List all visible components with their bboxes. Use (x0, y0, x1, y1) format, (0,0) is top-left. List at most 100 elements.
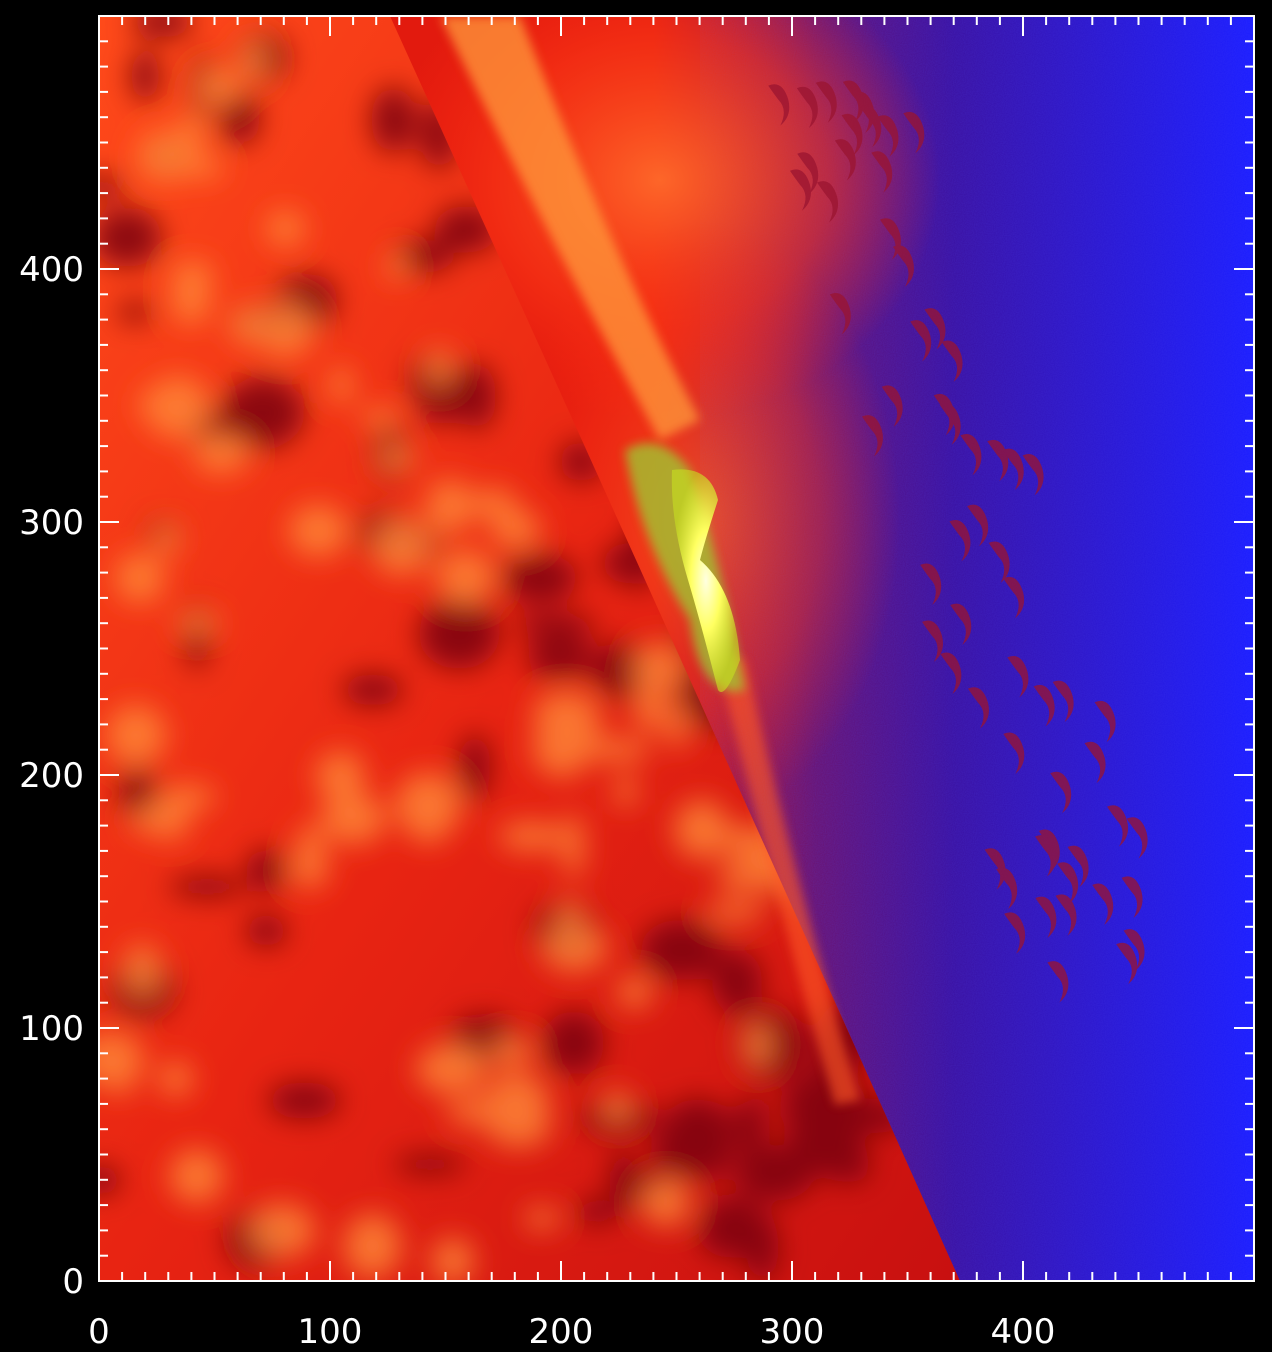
bright-mottle (171, 273, 211, 325)
coronal-loop (1002, 448, 1024, 491)
bright-mottle (157, 784, 217, 810)
bright-mottle (138, 385, 191, 426)
dark-mottle (394, 240, 454, 273)
dark-mottle (456, 363, 497, 430)
bright-mottle (288, 504, 349, 557)
coronal-loop (1035, 835, 1057, 877)
dark-mottle (168, 875, 247, 898)
bright-mottle (114, 552, 165, 604)
coronal-loop (967, 687, 989, 729)
y-tick-label: 400 (19, 250, 84, 290)
coronal-loop (1121, 876, 1143, 918)
coronal-loop (1047, 961, 1069, 1003)
bright-mottle (396, 794, 419, 829)
dark-mottle (267, 1082, 341, 1119)
coronal-loop (1022, 454, 1044, 496)
dark-mottle (418, 598, 500, 670)
coronal-loop (903, 111, 925, 154)
coronal-loop (1067, 845, 1089, 887)
coronal-loop (861, 415, 883, 457)
y-tick-label: 0 (62, 1262, 84, 1302)
coronal-loop (877, 115, 899, 157)
bright-mottle (295, 823, 326, 891)
dark-mottle (426, 406, 452, 427)
coronal-loop (939, 403, 961, 445)
coronal-loop (817, 181, 839, 223)
flare-region (625, 443, 745, 692)
bright-mottle (490, 1036, 534, 1067)
dark-mottle (578, 1198, 614, 1226)
bright-mottle (136, 129, 195, 183)
coronal-loop (1057, 862, 1079, 904)
dark-mottle (117, 301, 153, 323)
bright-mottle (632, 641, 685, 696)
bright-mottle (602, 1090, 633, 1124)
dark-mottle (394, 1154, 466, 1175)
axis-ticks (98, 15, 1255, 1282)
bright-mottle (129, 807, 173, 834)
dark-mottle (99, 175, 125, 197)
bright-mottle (257, 301, 315, 358)
dark-mottle (458, 733, 491, 802)
bright-mottle (640, 1177, 691, 1228)
limb-bright-streak (440, 16, 700, 440)
coronal-loop (1050, 771, 1072, 814)
bright-mottle (482, 1072, 551, 1137)
coronal-loop (949, 519, 971, 562)
x-tick-label: 400 (991, 1312, 1056, 1352)
dark-mottle (514, 613, 598, 638)
bright-mottle (158, 1061, 193, 1097)
bright-mottle (633, 686, 667, 732)
bright-mottle (239, 38, 268, 84)
bright-mottle (193, 433, 250, 474)
coronal-loop (950, 603, 972, 645)
bright-mottle (386, 251, 407, 282)
bright-mottle (435, 548, 496, 605)
coronal-loop (789, 169, 811, 211)
coronal-loop (841, 113, 863, 156)
coronal-loop (1094, 700, 1116, 743)
coronal-loop (933, 393, 955, 436)
bright-mottle (195, 67, 241, 106)
coronal-loop (871, 151, 893, 193)
dark-mottle (735, 1145, 815, 1202)
dark-mottle (736, 1094, 768, 1158)
bright-mottle (360, 406, 401, 428)
bright-mottle (174, 612, 221, 634)
coronal-loop (1003, 732, 1025, 774)
y-tick-label: 300 (19, 503, 84, 543)
dark-mottle (542, 1010, 605, 1076)
coronal-loop (940, 652, 962, 694)
coronal-loop (796, 86, 818, 129)
flare-core (671, 469, 740, 692)
coronal-loop (1084, 741, 1106, 784)
bright-mottle (666, 703, 689, 750)
bright-mottle (431, 1237, 475, 1281)
bright-mottle (616, 976, 653, 1009)
bright-mottle (99, 1031, 145, 1089)
x-tick-label: 0 (88, 1312, 110, 1352)
coronal-loop (922, 620, 944, 662)
dark-mottle (525, 639, 596, 678)
coronal-loop (834, 139, 856, 181)
coronal-loop (1107, 805, 1129, 847)
coronal-loop (1126, 817, 1148, 859)
coronal-loop (984, 848, 1006, 890)
dark-mottle (245, 914, 287, 948)
limb-lower-streak (715, 650, 860, 1105)
bright-mottle (105, 705, 167, 766)
image-area (99, 16, 1254, 1281)
coronal-loop (960, 433, 982, 476)
coronal-loop (768, 84, 790, 126)
bright-mottle (557, 724, 601, 746)
bright-mottle (742, 1021, 774, 1069)
y-tick-label: 100 (19, 1009, 84, 1049)
bright-mottle (555, 897, 585, 961)
bright-mottle (169, 1148, 225, 1204)
bright-mottle (122, 943, 162, 998)
dark-mottle (698, 1206, 766, 1258)
coronal-loop (1003, 576, 1025, 619)
bright-mottle (315, 751, 366, 802)
coronal-loop (967, 504, 989, 547)
dark-mottle (221, 376, 305, 449)
